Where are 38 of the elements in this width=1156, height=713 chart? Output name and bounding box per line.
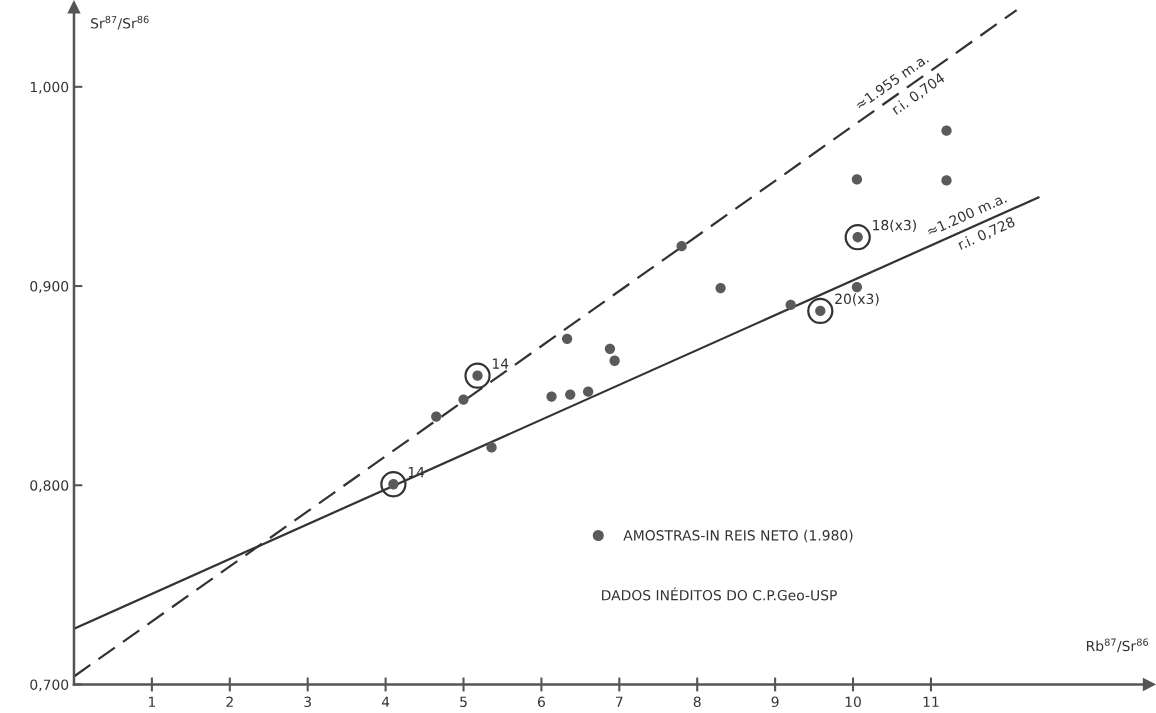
point xyxy=(676,241,687,252)
x-tick-label: 4 xyxy=(381,696,390,707)
x-tick-label: 10 xyxy=(845,696,861,708)
annotation: 14 xyxy=(492,358,509,369)
annotation: 18(x3) xyxy=(873,219,916,233)
point xyxy=(604,343,616,354)
point xyxy=(546,391,557,402)
legend-label: AMOSTRAS-IN REIS NETO (1.980) xyxy=(623,529,853,543)
point xyxy=(486,442,497,453)
point xyxy=(785,299,796,311)
point xyxy=(941,175,952,186)
annotation: DADOS INÉDITOS DO C.P.Geo-USP xyxy=(602,587,837,601)
y-tick-label: 0,800 xyxy=(30,480,69,493)
y-tick-label: 0,700 xyxy=(30,679,69,692)
point xyxy=(851,281,863,293)
x-tick-label: 11 xyxy=(923,696,939,707)
point xyxy=(561,333,573,344)
x-tick-label: 3 xyxy=(304,696,311,708)
x-tick-label: 9 xyxy=(771,696,779,708)
x-tick-label: 7 xyxy=(616,696,623,707)
point xyxy=(609,355,620,366)
x-tick-label: 5 xyxy=(460,696,467,708)
y-tick-label: 1,000 xyxy=(30,81,69,94)
x-tick-label: 8 xyxy=(693,696,701,708)
point xyxy=(565,389,576,400)
y-axis-title: Sr$^{87}$/Sr$^{86}$ xyxy=(91,15,149,30)
point xyxy=(458,394,469,405)
point xyxy=(851,174,863,185)
x-tick-label: 6 xyxy=(537,696,545,708)
x-tick-label: 1 xyxy=(149,696,156,707)
point xyxy=(431,411,442,422)
point xyxy=(583,386,594,397)
annotation: 20(x3) xyxy=(835,293,879,306)
x-axis-title: Rb$^{87}$/Sr$^{86}$ xyxy=(1086,638,1149,653)
point xyxy=(941,125,952,136)
x-tick-label: 2 xyxy=(226,696,233,707)
point xyxy=(715,282,726,294)
y-tick-label: 0,900 xyxy=(30,281,69,293)
